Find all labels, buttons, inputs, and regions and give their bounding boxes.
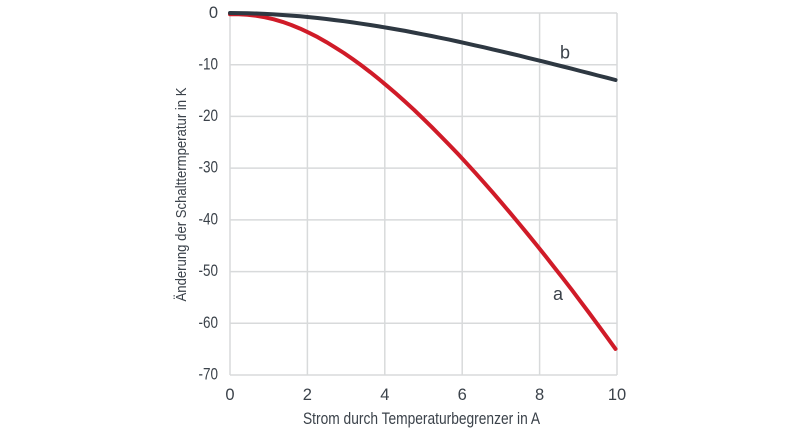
svg-text:8: 8 <box>535 386 544 404</box>
svg-text:2: 2 <box>303 386 312 404</box>
svg-text:b: b <box>560 43 570 63</box>
svg-text:6: 6 <box>458 386 467 404</box>
svg-text:-50: -50 <box>199 262 219 280</box>
svg-text:-20: -20 <box>199 107 219 125</box>
svg-text:-60: -60 <box>199 314 219 332</box>
svg-text:a: a <box>553 284 564 304</box>
svg-text:-40: -40 <box>199 211 219 229</box>
svg-text:4: 4 <box>380 386 389 404</box>
svg-text:-30: -30 <box>199 159 219 177</box>
svg-text:0: 0 <box>209 4 218 22</box>
svg-text:-70: -70 <box>199 366 219 384</box>
svg-text:10: 10 <box>608 386 626 404</box>
svg-text:Änderung der Schalttermperatur: Änderung der Schalttermperatur in K <box>173 88 190 302</box>
svg-text:0: 0 <box>225 386 234 404</box>
svg-text:-10: -10 <box>199 55 219 73</box>
svg-text:Strom durch Temperaturbegrenze: Strom durch Temperaturbegrenzer in A <box>303 410 540 428</box>
